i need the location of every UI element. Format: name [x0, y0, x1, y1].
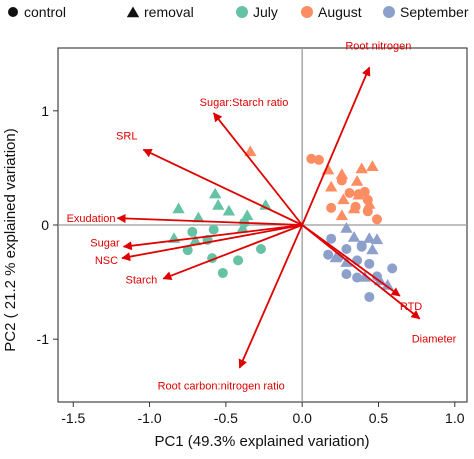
y-tick-label: 0 [41, 217, 49, 233]
loading-label-root-nitrogen: Root nitrogen [345, 40, 411, 52]
point-september-removal [366, 243, 379, 255]
x-axis-title: PC1 (49.3% explained variation) [154, 433, 369, 450]
loading-label-sugar-starch-ratio: Sugar:Starch ratio [200, 97, 289, 109]
point-july-control [208, 224, 219, 235]
y-tick-label: 1 [41, 103, 49, 119]
x-tick-label: -0.5 [214, 410, 238, 426]
legend-removal-marker [126, 6, 140, 18]
point-september-control [341, 269, 352, 280]
point-september-removal [363, 232, 376, 243]
y-tick-label: -1 [37, 331, 50, 347]
x-tick-label: -1.5 [61, 410, 85, 426]
point-july-removal [222, 204, 236, 216]
point-july-removal [236, 221, 249, 233]
loading-labels: Root nitrogen Sugar:Starch ratio SRL Exudat… [67, 40, 457, 392]
point-august-removal [335, 168, 348, 179]
point-august-control [326, 202, 337, 213]
point-august-control [371, 214, 382, 225]
point-august-removal [352, 188, 365, 200]
point-august-removal [347, 202, 361, 214]
loading-arrow-exudation [116, 213, 303, 226]
point-july-removal [241, 209, 254, 221]
legend-control-label: control [24, 4, 66, 20]
point-july-control [182, 245, 193, 256]
loading-label-exudation: Exudation [67, 213, 116, 225]
loading-label-nsc: NSC [95, 255, 118, 267]
point-september-control [364, 291, 375, 302]
point-august-control [359, 186, 370, 197]
loading-label-root-carbon-nitrogen-ratio: Root carbon:nitrogen ratio [158, 381, 285, 393]
loading-label-srl: SRL [116, 131, 137, 143]
point-september-removal [381, 279, 394, 290]
loading-label-diameter: Diameter [412, 334, 457, 346]
loading-arrow-rtd [301, 224, 401, 297]
point-july-removal [212, 199, 225, 210]
legend-september-swatch [383, 6, 395, 18]
loading-arrow-root-carbon-nitrogen-ratio [238, 224, 304, 369]
point-july-control [187, 226, 198, 237]
x-tick-label: 0.5 [369, 410, 389, 426]
point-july-removal [189, 234, 202, 246]
point-august-removal [325, 180, 338, 192]
point-september-removal [370, 233, 384, 245]
x-tick-label: 1.0 [445, 410, 465, 426]
x-tick-label: -1.0 [138, 410, 162, 426]
point-august-removal [366, 160, 379, 171]
point-september-removal [373, 274, 387, 286]
point-september-control [387, 263, 398, 274]
point-july-removal [209, 187, 222, 199]
point-august-removal [350, 175, 364, 186]
point-august-control [362, 206, 373, 217]
legend-control-marker [8, 7, 18, 17]
point-august-control [313, 154, 324, 165]
loading-arrows [116, 66, 421, 369]
point-july-control [217, 267, 228, 278]
loading-arrow-nsc [121, 224, 303, 262]
legend-august-swatch [301, 6, 313, 18]
point-july-control [255, 243, 266, 254]
legend-august-label: August [318, 4, 362, 20]
point-september-control [326, 233, 337, 244]
loading-label-sugar: Sugar [90, 238, 120, 250]
legend-july-label: July [253, 4, 278, 20]
legend: control removal July August September [8, 4, 469, 20]
point-september-removal [358, 271, 371, 282]
legend-september-label: September [400, 4, 469, 20]
loading-arrow-starch [162, 224, 303, 280]
y-axis: -1 0 1 [37, 103, 58, 347]
point-september-control [341, 243, 352, 254]
point-august-removal [363, 197, 376, 209]
point-september-control [364, 258, 375, 269]
point-august-removal [244, 145, 257, 157]
point-september-removal [347, 231, 361, 242]
legend-july-swatch [236, 6, 248, 18]
score-points [167, 145, 398, 302]
point-july-control [233, 255, 244, 266]
loading-arrow-diameter [301, 224, 421, 320]
x-tick-label: 0.0 [292, 410, 312, 426]
point-august-control [306, 153, 317, 164]
point-september-control [356, 241, 367, 252]
x-axis: -1.5 -1.0 -0.5 0.0 0.5 1.0 [61, 402, 465, 426]
legend-removal-label: removal [144, 4, 194, 20]
point-august-removal [337, 193, 350, 205]
loading-arrow-sugar [122, 224, 303, 251]
point-september-control [323, 249, 334, 260]
point-july-removal [192, 211, 205, 223]
point-september-removal [340, 256, 353, 267]
point-august-control [344, 188, 355, 199]
y-axis-title: PC2 ( 21.2 % explained variation) [2, 128, 19, 351]
loading-arrow-srl [142, 148, 303, 226]
loading-arrow-root-nitrogen [301, 66, 371, 226]
loading-label-starch: Starch [126, 275, 158, 287]
point-august-removal [355, 162, 368, 174]
loading-arrow-sugar-starch-ratio [212, 112, 303, 226]
point-september-removal [340, 221, 353, 233]
point-september-removal [329, 251, 342, 263]
loading-label-rtd: RTD [400, 301, 422, 313]
point-august-removal [335, 209, 348, 221]
point-july-removal [172, 202, 185, 214]
